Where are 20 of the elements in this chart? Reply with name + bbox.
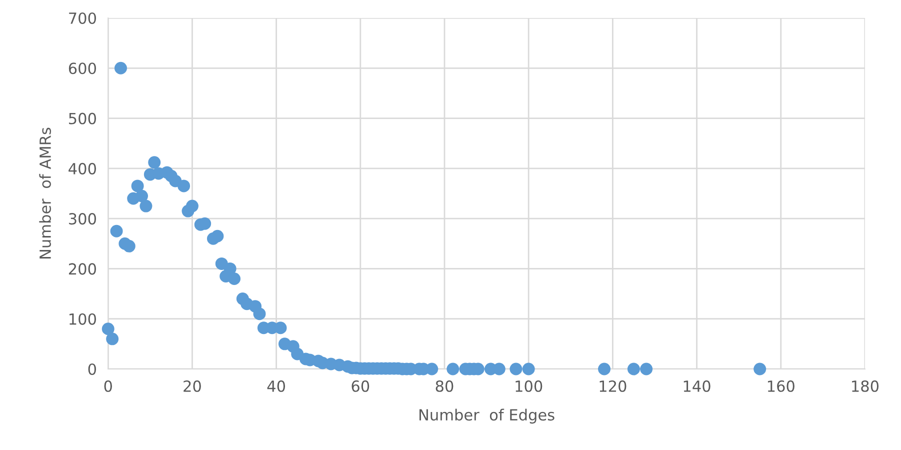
x-tick-label: 20 (184, 380, 201, 392)
y-tick-label: 100 (70, 313, 96, 325)
y-tick-label: 400 (68, 162, 96, 174)
x-tick-label: 40 (267, 380, 286, 392)
x-tick-label: 100 (516, 380, 542, 392)
x-tick-label: 140 (684, 380, 710, 392)
x-tick-label: 80 (436, 380, 454, 392)
x-tick-label: 180 (852, 380, 879, 392)
y-axis-title: Number of AMRs (39, 128, 51, 258)
x-axis-title: Number of Edges (420, 408, 554, 424)
x-tick-label: 120 (600, 380, 626, 392)
y-tick-label: 300 (69, 213, 96, 225)
x-tick-label: 60 (352, 380, 370, 392)
y-tick-label: 200 (68, 263, 96, 275)
x-tick-label: 0 (104, 380, 112, 392)
y-tick-label: 700 (69, 12, 96, 24)
y-tick-label: 500 (69, 112, 96, 124)
y-tick-label: 600 (68, 62, 96, 74)
y-tick-label: 0 (88, 363, 96, 376)
x-tick-label: 160 (768, 380, 794, 392)
